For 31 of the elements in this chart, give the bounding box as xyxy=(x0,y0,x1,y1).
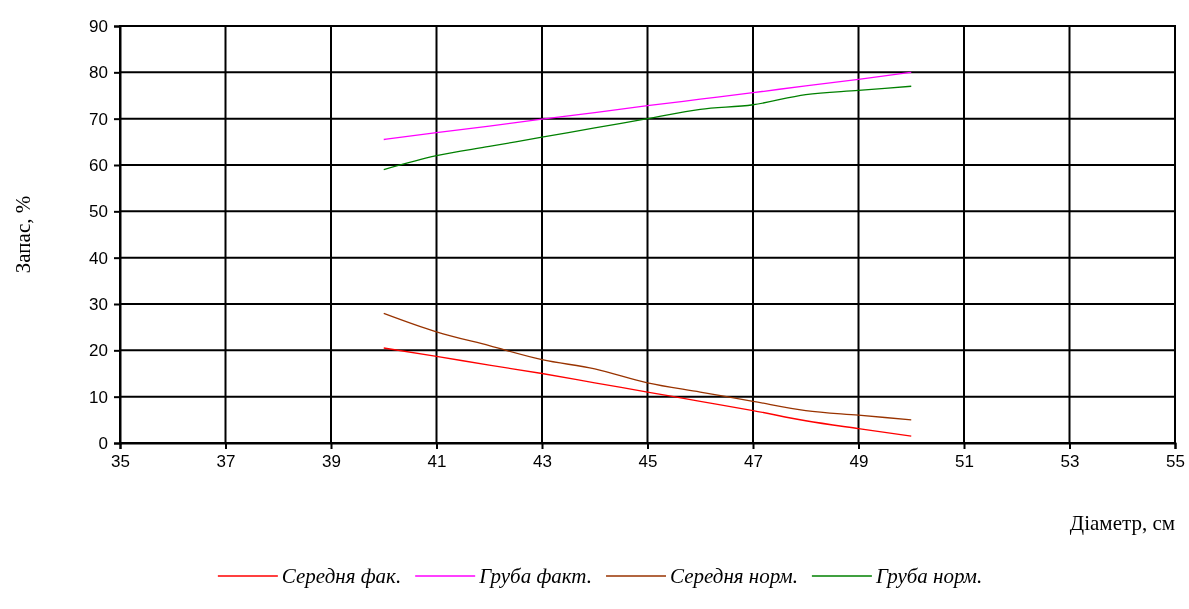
x-tick-label: 47 xyxy=(744,452,763,472)
legend-label: Груба норм. xyxy=(874,564,983,588)
x-tick-label: 45 xyxy=(638,452,658,472)
y-tick-label: 70 xyxy=(89,109,108,129)
x-axis-title: Діаметр, см xyxy=(1069,511,1175,535)
legend-label: Середня фак. xyxy=(281,564,402,588)
y-tick-label: 40 xyxy=(89,248,108,268)
y-tick-label: 0 xyxy=(98,433,108,453)
x-tick-label: 35 xyxy=(111,452,130,472)
x-tick-label: 49 xyxy=(849,452,869,472)
y-tick-label: 10 xyxy=(89,387,108,407)
y-tick-label: 60 xyxy=(89,155,108,175)
legend-label: Груба факт. xyxy=(478,564,593,588)
x-tick-label: 37 xyxy=(216,452,236,472)
y-tick-label: 50 xyxy=(89,202,108,222)
x-tick-label: 51 xyxy=(955,452,974,472)
x-tick-label: 53 xyxy=(1060,452,1080,472)
y-tick-label: 30 xyxy=(89,294,108,314)
legend-label: Середня норм. xyxy=(670,564,798,588)
x-tick-label: 41 xyxy=(427,452,447,472)
y-tick-label: 90 xyxy=(89,16,108,36)
x-tick-label: 55 xyxy=(1166,452,1185,472)
line-series xyxy=(383,71,912,141)
y-axis-title: Запас, % xyxy=(11,195,35,274)
x-tick-label: 43 xyxy=(533,452,552,472)
y-tick-label: 20 xyxy=(89,341,108,361)
line-series xyxy=(383,85,912,171)
x-tick-label: 39 xyxy=(322,452,341,472)
line-series xyxy=(383,312,912,421)
y-tick-label: 80 xyxy=(89,63,108,83)
line-series xyxy=(383,347,912,437)
